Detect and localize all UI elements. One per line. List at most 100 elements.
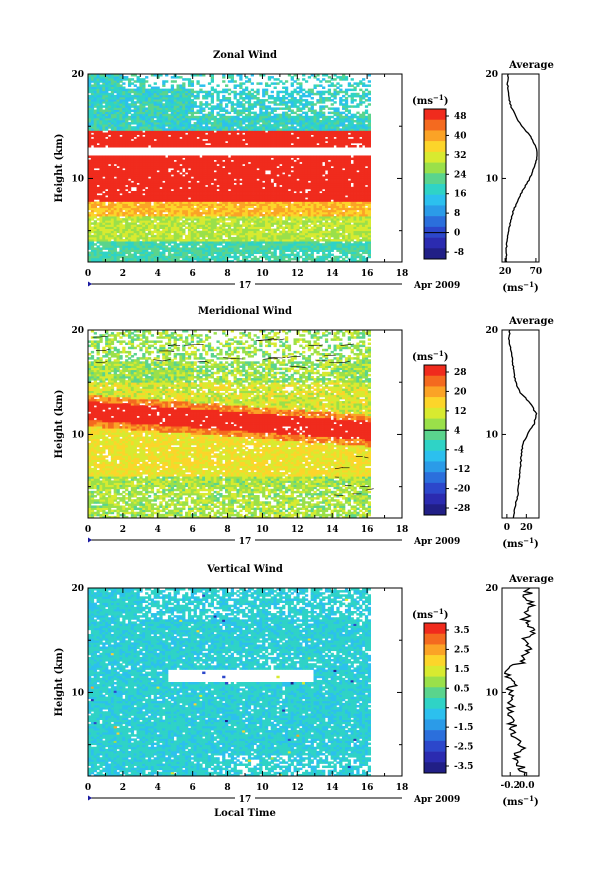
colorbar-swatch [424, 248, 446, 259]
colorbar-tick-label: 28 [454, 368, 467, 378]
colorbar-swatch [424, 752, 446, 763]
y-tick-label: 20 [71, 70, 84, 80]
profile-line [505, 588, 535, 776]
y-tick-label: 20 [71, 584, 84, 594]
date-marker-icon [88, 796, 92, 801]
colorbar-unit-label: (ms−1) [412, 349, 448, 363]
colorbar-tick-label: -0.5 [454, 704, 473, 714]
month-label: Apr 2009 [413, 281, 460, 291]
profile-y-tick-label: 20 [485, 70, 498, 80]
colorbar-swatch [424, 195, 446, 206]
colorbar-swatch [424, 623, 446, 634]
colorbar-swatch [424, 365, 446, 376]
colorbar-swatch [424, 184, 446, 195]
x-tick-label: 16 [361, 269, 374, 279]
x-tick-label: 4 [155, 783, 161, 793]
colorbar-tick-label: -1.5 [454, 723, 473, 733]
y-axis-label: Height (km) [54, 648, 65, 717]
colorbar-swatch [424, 719, 446, 730]
colorbar-swatch [424, 687, 446, 698]
heatmap-cells [88, 588, 371, 776]
colorbar-swatch [424, 408, 446, 419]
x-tick-label: 8 [224, 269, 230, 279]
profile-x-label: (ms−1) [502, 794, 538, 808]
x-tick-label: 12 [291, 525, 304, 535]
y-axis-label: Height (km) [54, 134, 65, 203]
x-tick-label: 6 [190, 269, 196, 279]
colorbar-swatch [424, 376, 446, 387]
colorbar-swatch [424, 386, 446, 397]
colorbar-tick-label: -2.5 [454, 743, 473, 753]
x-tick-label: 10 [256, 783, 269, 793]
colorbar-tick-label: 8 [454, 209, 460, 219]
colorbar-swatch [424, 730, 446, 741]
date-label: 17 [239, 795, 252, 805]
colorbar-swatch [424, 461, 446, 472]
x-tick-label: 10 [256, 525, 269, 535]
profile-title: Average [508, 60, 554, 71]
y-tick-label: 20 [71, 326, 84, 336]
profile-y-tick-label: 10 [485, 430, 498, 440]
colorbar-swatch [424, 216, 446, 227]
profile-frame [502, 330, 539, 518]
colorbar-tick-label: 32 [454, 151, 467, 161]
profile-x-tick-label: -0.2 [501, 781, 520, 791]
y-axis-label: Height (km) [54, 390, 65, 459]
date-marker-icon [88, 538, 92, 543]
profile-x-label: (ms−1) [502, 280, 538, 294]
colorbar-tick-label: -4 [454, 446, 464, 456]
colorbar-swatch [424, 709, 446, 720]
profile-title: Average [508, 316, 554, 327]
x-tick-label: 18 [396, 783, 409, 793]
x-tick-label: 0 [85, 525, 91, 535]
colorbar-tick-label: 48 [454, 112, 467, 122]
colorbar: 3.52.51.50.5-0.5-1.5-2.5-3.5 [424, 623, 473, 773]
profile-x-label: (ms−1) [502, 536, 538, 550]
chart-title: Zonal Wind [213, 50, 277, 61]
colorbar-tick-label: 1.5 [454, 665, 470, 675]
chart-title: Vertical Wind [206, 564, 283, 575]
y-tick-label: 10 [71, 688, 84, 698]
heatmap-cells [88, 74, 371, 262]
colorbar-swatch [424, 440, 446, 451]
date-marker-icon [88, 282, 92, 287]
x-tick-label: 2 [120, 269, 126, 279]
colorbar-swatch [424, 419, 446, 430]
x-tick-label: 12 [291, 783, 304, 793]
profile-title: Average [508, 574, 554, 585]
profile-line [509, 330, 537, 518]
colorbar-swatch [424, 698, 446, 709]
x-tick-label: 6 [190, 783, 196, 793]
x-tick-label: 14 [326, 783, 339, 793]
colorbar-tick-label: 4 [454, 426, 460, 436]
colorbar-swatch [424, 644, 446, 655]
x-tick-label: 14 [326, 525, 339, 535]
colorbar-swatch [424, 152, 446, 163]
x-axis-label: Local Time [214, 808, 276, 819]
x-tick-label: 8 [224, 525, 230, 535]
profile-x-tick-label: 0 [504, 523, 510, 533]
colorbar-tick-label: 0.5 [454, 684, 470, 694]
colorbar-swatch [424, 677, 446, 688]
x-tick-label: 2 [120, 525, 126, 535]
x-tick-label: 0 [85, 269, 91, 279]
colorbar-swatch [424, 634, 446, 645]
x-tick-label: 2 [120, 783, 126, 793]
colorbar-swatch [424, 238, 446, 249]
colorbar-swatch [424, 130, 446, 141]
colorbar-swatch [424, 397, 446, 408]
colorbar-tick-label: 24 [454, 170, 467, 180]
colorbar-swatch [424, 173, 446, 184]
profile-x-tick-label: 20 [520, 523, 533, 533]
colorbar-tick-label: 20 [454, 387, 467, 397]
x-tick-label: 6 [190, 525, 196, 535]
colorbar-swatch [424, 109, 446, 120]
colorbar-swatch [424, 655, 446, 666]
profile-x-tick-label: 0.0 [519, 781, 535, 791]
colorbar-swatch [424, 451, 446, 462]
profile-x-tick-label: 70 [530, 267, 543, 277]
month-label: Apr 2009 [413, 795, 460, 805]
colorbar-swatch [424, 504, 446, 515]
